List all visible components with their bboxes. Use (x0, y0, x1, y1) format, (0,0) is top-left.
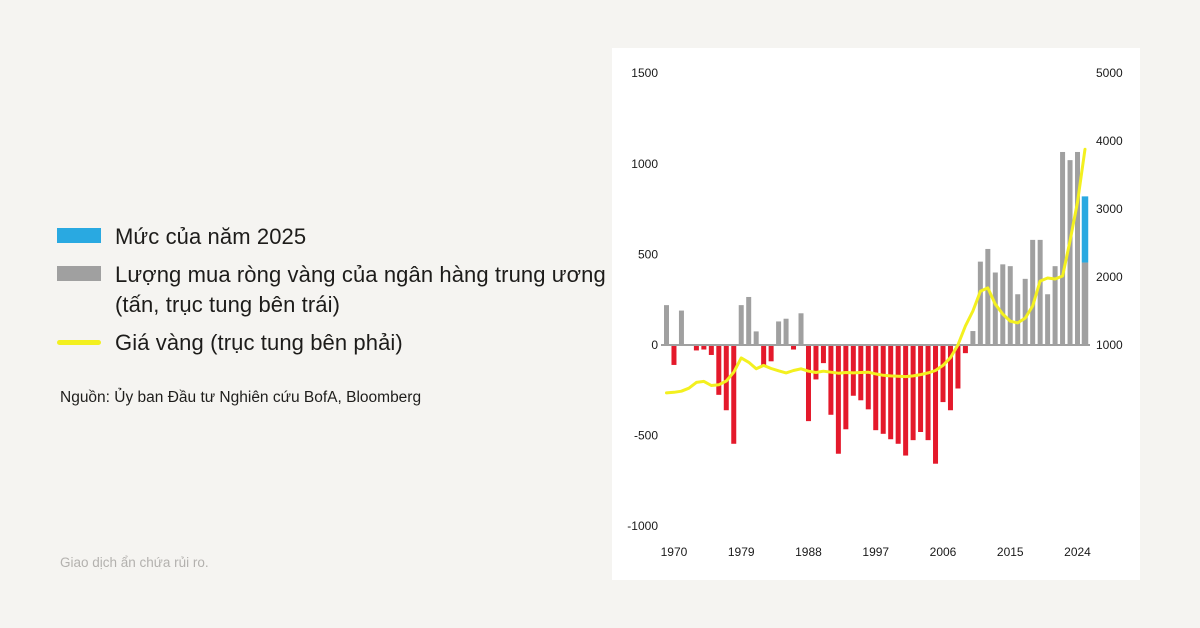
bar-1994 (850, 345, 856, 396)
right-axis-tick-1000: 1000 (1096, 338, 1123, 352)
bar-2019 (1037, 239, 1043, 345)
bar-2004 (925, 345, 931, 441)
left-axis-labels: 1500 1000 500 0 -500 -1000 (627, 66, 658, 533)
bar-2023 (1067, 160, 1073, 345)
bar-2006 (940, 345, 946, 403)
bar-1970 (671, 345, 677, 365)
bar-2022 (1060, 151, 1066, 345)
bar-2007 (947, 345, 953, 411)
bar-1989 (813, 345, 819, 380)
risk-disclaimer: Giao dịch ẩn chứa rủi ro. (60, 555, 209, 570)
bars-group (664, 151, 1089, 464)
bar-2010 (970, 331, 976, 345)
bar-2000 (895, 345, 901, 444)
bar-1988 (805, 345, 811, 422)
chart-panel: 1500 1000 500 0 -500 -1000 5000 4000 3000 2000 100… (612, 48, 1140, 580)
bar-1983 (768, 345, 774, 362)
bar-1974 (701, 345, 707, 350)
bar-1969 (664, 305, 669, 345)
legend-label-gold-price: Giá vàng (trục tung bên phải) (115, 330, 403, 355)
bar-1984 (776, 321, 782, 345)
bar-2015 (1007, 266, 1013, 345)
bar-2008 (955, 345, 961, 389)
right-axis-tick-3000: 3000 (1096, 202, 1123, 216)
bar-2021 (1052, 266, 1058, 345)
bar-1985 (783, 318, 789, 345)
source-text: Nguồn: Ủy ban Đầu tư Nghiên cứu BofA, Bl… (60, 389, 422, 406)
bar-1993 (843, 345, 849, 430)
bar-2014 (1000, 264, 1006, 345)
left-axis-tick-500: 500 (638, 247, 658, 261)
right-axis-tick-4000: 4000 (1096, 134, 1123, 148)
bar-1999 (888, 345, 894, 440)
bar-2017 (1022, 278, 1028, 345)
bar-2012 (985, 248, 991, 345)
bar-1976 (716, 345, 722, 395)
left-axis-tick-1500: 1500 (631, 66, 658, 80)
bar-1982 (761, 345, 767, 366)
x-axis-tick-2006: 2006 (930, 545, 957, 559)
bar-2016 (1015, 294, 1021, 345)
bar-2024 (1075, 151, 1081, 345)
left-axis-tick--500: -500 (634, 429, 658, 443)
bar-2009 (962, 345, 968, 354)
right-axis-tick-5000: 5000 (1096, 66, 1123, 80)
gold-price-line (665, 147, 1087, 395)
legend-swatch-gold-price-line (57, 340, 101, 345)
bar-1971 (678, 310, 684, 345)
bar-2025-gray-base (1081, 262, 1089, 345)
bar-2018 (1030, 239, 1036, 345)
bar-1986 (791, 345, 797, 350)
bar-1975 (708, 345, 714, 355)
right-axis-tick-2000: 2000 (1096, 270, 1123, 284)
bar-2002 (910, 345, 916, 441)
bar-2020 (1045, 294, 1051, 345)
bar-1991 (828, 345, 834, 415)
bar-1981 (753, 331, 759, 345)
bar-1990 (820, 345, 826, 364)
x-axis-tick-2015: 2015 (997, 545, 1024, 559)
bar-1997 (873, 345, 879, 431)
x-axis-tick-1970: 1970 (661, 545, 688, 559)
bar-2003 (918, 345, 924, 432)
x-axis-tick-2024: 2024 (1064, 545, 1091, 559)
bar-2025-level-blue (1081, 196, 1089, 263)
bar-1987 (798, 313, 804, 345)
bar-2013 (992, 272, 998, 345)
bar-2005 (933, 345, 939, 464)
bar-1992 (835, 345, 841, 454)
central-bank-gold-purchases-chart: 150010005000-500-10005000400030002000100… (627, 66, 1123, 559)
left-axis-tick-1000: 1000 (631, 157, 658, 171)
x-axis-tick-1988: 1988 (795, 545, 822, 559)
legend-label-2025-level: Mức của năm 2025 (115, 224, 307, 249)
bar-1977 (723, 345, 729, 411)
bar-1980 (746, 296, 752, 345)
legend-label-central-bank-purchases-line1: Lượng mua ròng vàng của ngân hàng trung … (115, 262, 606, 287)
bar-2011 (977, 261, 983, 345)
x-axis-tick-1979: 1979 (728, 545, 755, 559)
bar-1973 (693, 345, 699, 351)
right-axis-labels: 5000 4000 3000 2000 1000 (1096, 66, 1123, 352)
left-axis-tick-0: 0 (651, 338, 658, 352)
bar-1978 (731, 345, 737, 444)
left-axis-tick--1000: -1000 (627, 519, 658, 533)
x-axis-tick-1997: 1997 (862, 545, 889, 559)
x-axis-labels: 1970 1979 1988 1997 2006 2015 2024 (661, 545, 1092, 559)
legend-swatch-central-bank-purchases (57, 266, 101, 281)
bar-1998 (880, 345, 886, 434)
bar-1996 (865, 345, 871, 410)
bar-1979 (738, 305, 744, 345)
legend-label-central-bank-purchases-line2: (tấn, trục tung bên trái) (115, 292, 341, 317)
legend-swatch-2025-level (57, 228, 101, 243)
bar-2001 (903, 345, 909, 456)
